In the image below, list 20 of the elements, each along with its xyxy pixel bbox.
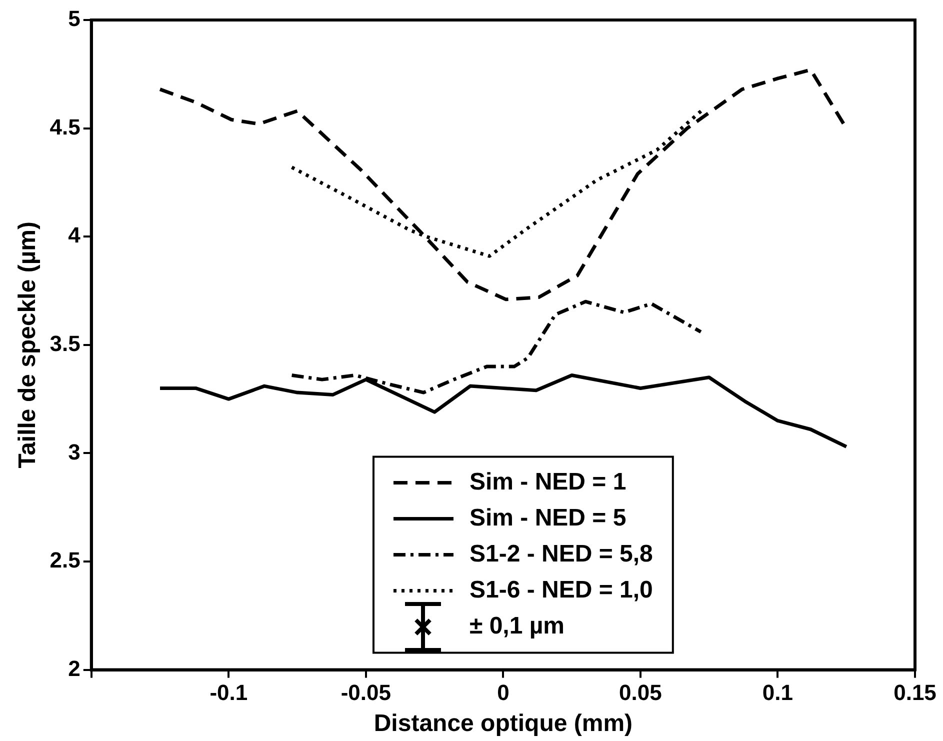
x-tick-label: 0 bbox=[497, 680, 510, 706]
legend-label: S1-6 - NED = 1,0 bbox=[469, 576, 653, 604]
y-tick-label: 2 bbox=[68, 656, 80, 681]
y-tick-label: 4 bbox=[68, 222, 82, 248]
y-axis-title: Taille de speckle (µm) bbox=[14, 221, 42, 468]
annotation: ± 0,1 µm bbox=[469, 612, 565, 640]
legend-label: S1-2 - NED = 5,8 bbox=[469, 540, 653, 568]
x-tick-label: 0.1 bbox=[762, 680, 794, 706]
x-tick-label: -0.1 bbox=[210, 680, 248, 706]
y-tick-label: 3 bbox=[68, 439, 80, 464]
y-tick-label: 3.5 bbox=[50, 330, 80, 356]
x-tick-label: 0.05 bbox=[619, 680, 662, 706]
x-axis-title: Distance optique (mm) bbox=[374, 710, 633, 738]
legend-label: Sim - NED = 1 bbox=[469, 468, 626, 496]
legend-label: Sim - NED = 5 bbox=[469, 504, 626, 532]
x-tick-label: -0.05 bbox=[340, 680, 391, 706]
y-tick-label: 2.5 bbox=[50, 548, 80, 573]
y-tick-label: 4.5 bbox=[50, 114, 80, 140]
x-tick-label: 0.15 bbox=[894, 680, 936, 706]
y-tick-label: 5 bbox=[68, 6, 80, 32]
